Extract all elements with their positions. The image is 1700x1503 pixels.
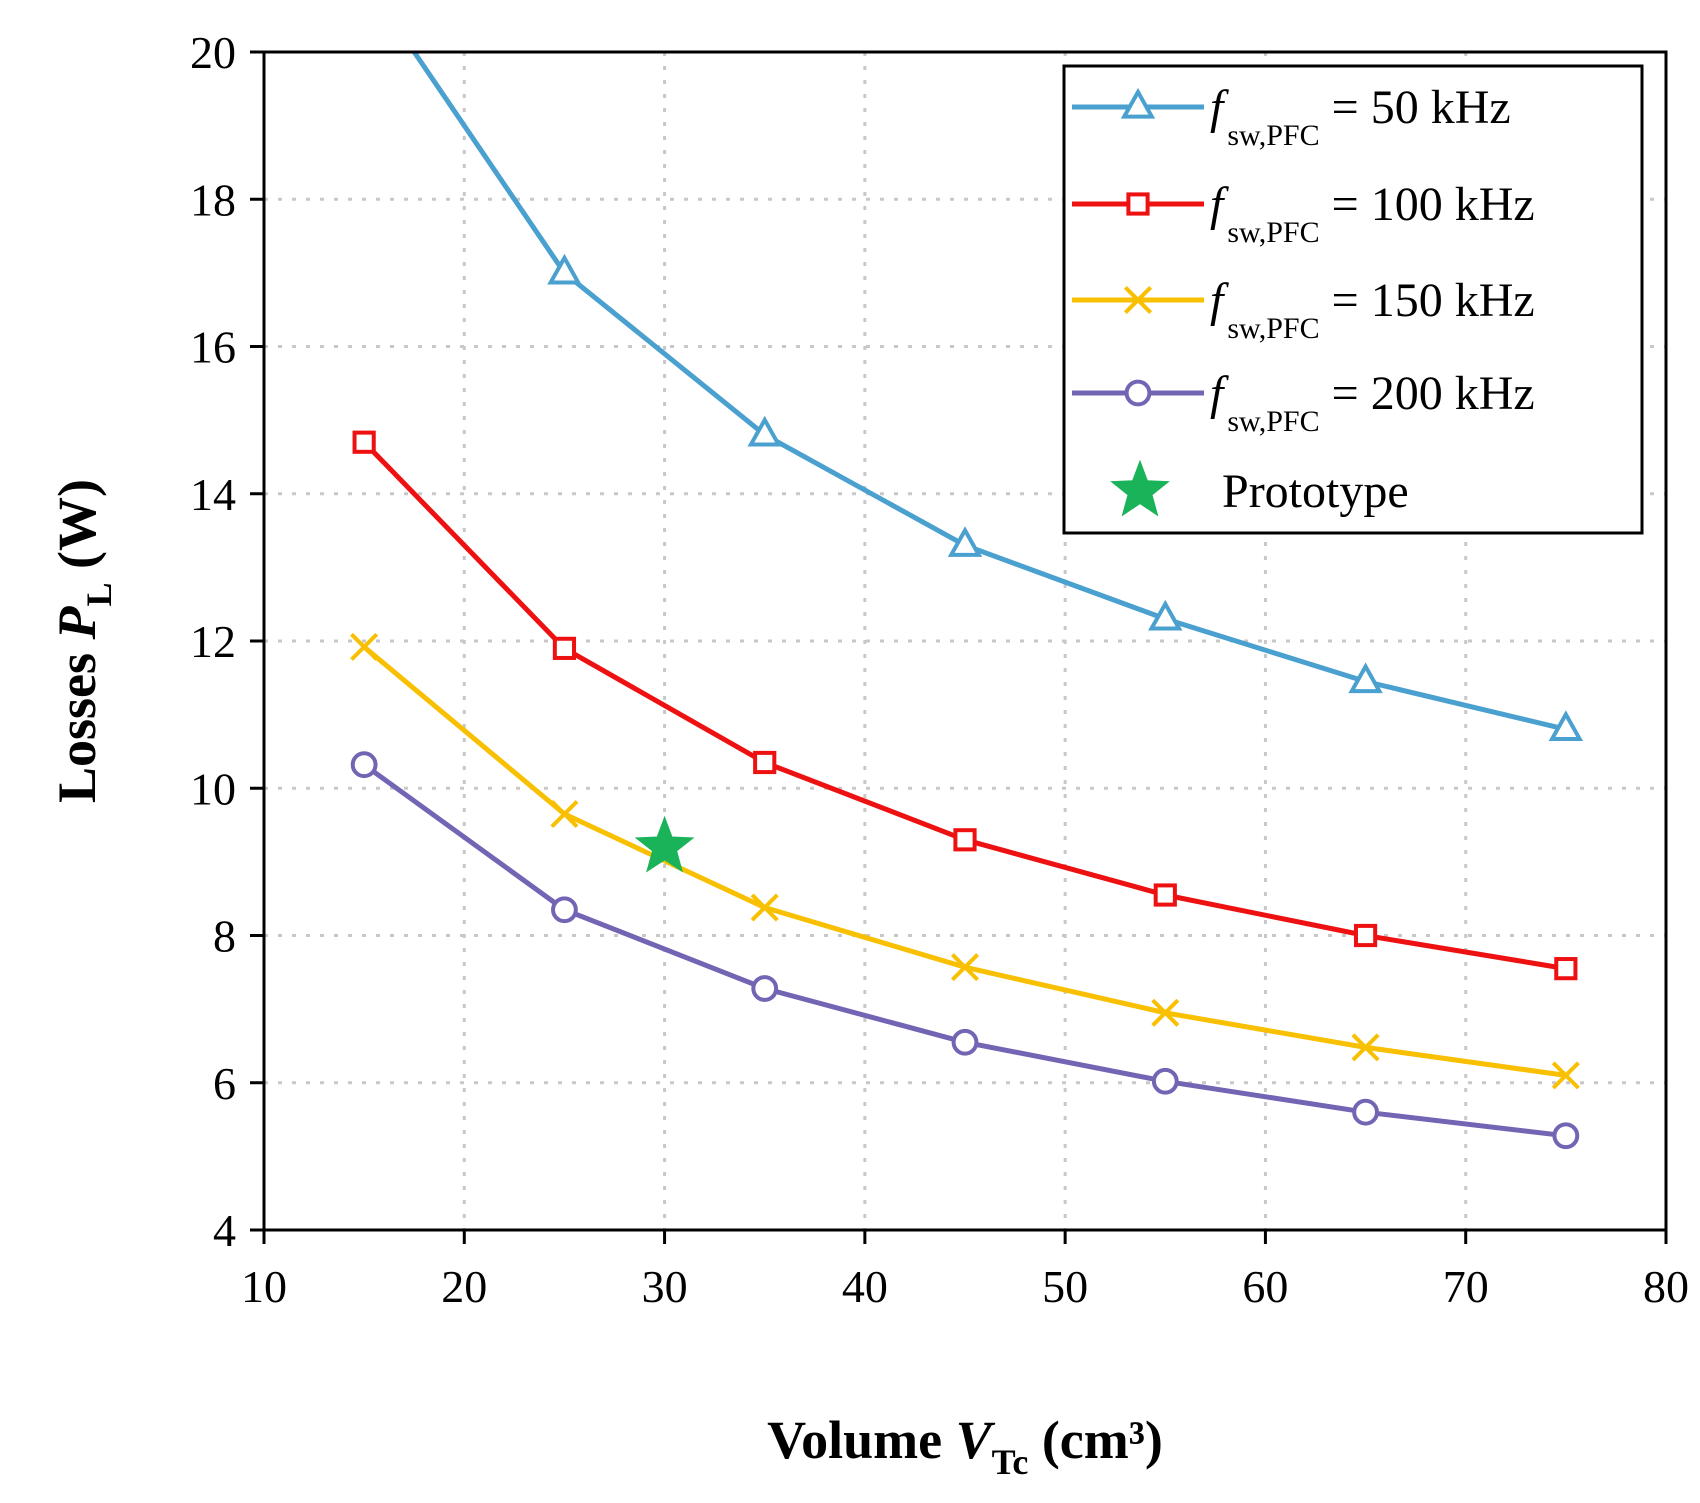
legend-entry: Prototype: [1110, 459, 1409, 518]
series-line: [362, 644, 1567, 1078]
circle-marker: [551, 896, 578, 924]
x-marker: [350, 632, 379, 661]
x-marker: [1351, 1033, 1380, 1062]
y-tick-label: 10: [190, 763, 236, 814]
circle-marker: [1352, 1098, 1379, 1126]
square-marker: [552, 636, 577, 660]
series-4: [350, 751, 1580, 1150]
legend-label-sub: sw,PFC: [1227, 312, 1319, 345]
x-marker: [1123, 285, 1153, 315]
x-tick-label: 40: [842, 1261, 888, 1312]
legend-label-sub: sw,PFC: [1227, 216, 1319, 249]
y-tick-label: 4: [213, 1205, 236, 1256]
circle-marker: [1552, 1122, 1580, 1150]
x-axis-title-var: V: [956, 1410, 996, 1470]
legend-label: fsw,PFC = 100 kHz: [1210, 178, 1535, 249]
square-marker: [753, 750, 777, 775]
axis-ticks: 10 20 30 40 50 60 70 80 4 6 8 10 12 14 16 18 20: [190, 27, 1689, 1312]
x-tick-label: 10: [241, 1261, 287, 1312]
x-tick-label: 20: [441, 1261, 487, 1312]
legend-label-rest: = 100 kHz: [1320, 178, 1535, 231]
triangle-marker: [1348, 662, 1383, 694]
triangle-marker: [1548, 710, 1584, 741]
star-marker: [1110, 459, 1170, 517]
square-marker: [1153, 883, 1177, 907]
legend-label-rest: = 200 kHz: [1320, 367, 1535, 420]
legend-label: Prototype: [1222, 465, 1409, 518]
x-axis-title: Volume VTc (cm³): [767, 1410, 1163, 1482]
x-marker: [1151, 998, 1180, 1027]
x-marker: [750, 893, 779, 922]
y-tick-label: 20: [190, 27, 236, 78]
circle-marker: [1124, 379, 1152, 407]
y-tick-label: 16: [190, 322, 236, 373]
x-marker: [950, 953, 980, 982]
y-axis-title: Losses PL (W): [47, 479, 119, 803]
square-marker: [1126, 192, 1150, 216]
circle-marker: [951, 1028, 979, 1056]
legend-label: fsw,PFC = 50 kHz: [1210, 81, 1511, 152]
legend-label-rest: = 50 kHz: [1320, 81, 1511, 134]
x-tick-label: 60: [1242, 1261, 1288, 1312]
triangle-marker: [947, 526, 983, 557]
y-axis-title-sub: L: [79, 582, 119, 606]
x-tick-label: 80: [1643, 1261, 1689, 1312]
square-marker: [1554, 957, 1578, 981]
circle-marker: [1151, 1067, 1179, 1095]
y-tick-label: 8: [213, 911, 236, 962]
square-marker: [1353, 923, 1378, 948]
legend-label-sub: sw,PFC: [1227, 119, 1319, 152]
legend-entry: fsw,PFC = 100 kHz: [1072, 178, 1535, 249]
y-tick-label: 6: [213, 1058, 236, 1109]
annotations: [634, 815, 695, 873]
legend-entry: fsw,PFC = 50 kHz: [1072, 81, 1511, 152]
x-tick-label: 30: [642, 1261, 688, 1312]
triangle-marker: [747, 415, 782, 447]
triangle-marker: [1120, 87, 1156, 119]
circle-marker: [350, 751, 378, 779]
x-marker: [1551, 1061, 1580, 1090]
square-marker: [953, 828, 977, 852]
y-axis-title-prefix: Losses: [47, 639, 107, 803]
circle-marker: [751, 975, 779, 1002]
square-marker: [352, 430, 376, 454]
series-lines: [350, 50, 1584, 1150]
series-line: [362, 762, 1567, 1139]
y-tick-label: 14: [190, 469, 236, 520]
x-axis-title-sub: Tc: [992, 1442, 1029, 1482]
y-axis-title-suffix: (W): [47, 479, 107, 582]
y-axis-title-var: P: [47, 605, 107, 640]
triangle-marker: [1148, 599, 1183, 631]
series-2: [352, 430, 1578, 981]
y-tick-label: 12: [190, 616, 236, 667]
y-tick-label: 18: [190, 174, 236, 225]
x-tick-label: 50: [1042, 1261, 1088, 1312]
x-axis-title-prefix: Volume: [767, 1410, 956, 1470]
legend-label-sub: sw,PFC: [1227, 405, 1319, 438]
star-marker: [634, 815, 695, 873]
legend-label-rest: = 150 kHz: [1320, 274, 1535, 327]
triangle-marker: [547, 253, 582, 285]
x-marker: [550, 800, 579, 829]
x-tick-label: 70: [1443, 1261, 1489, 1312]
series-1: [412, 50, 1584, 741]
series-3: [350, 632, 1580, 1090]
x-axis-title-suffix: (cm³): [1028, 1410, 1163, 1470]
